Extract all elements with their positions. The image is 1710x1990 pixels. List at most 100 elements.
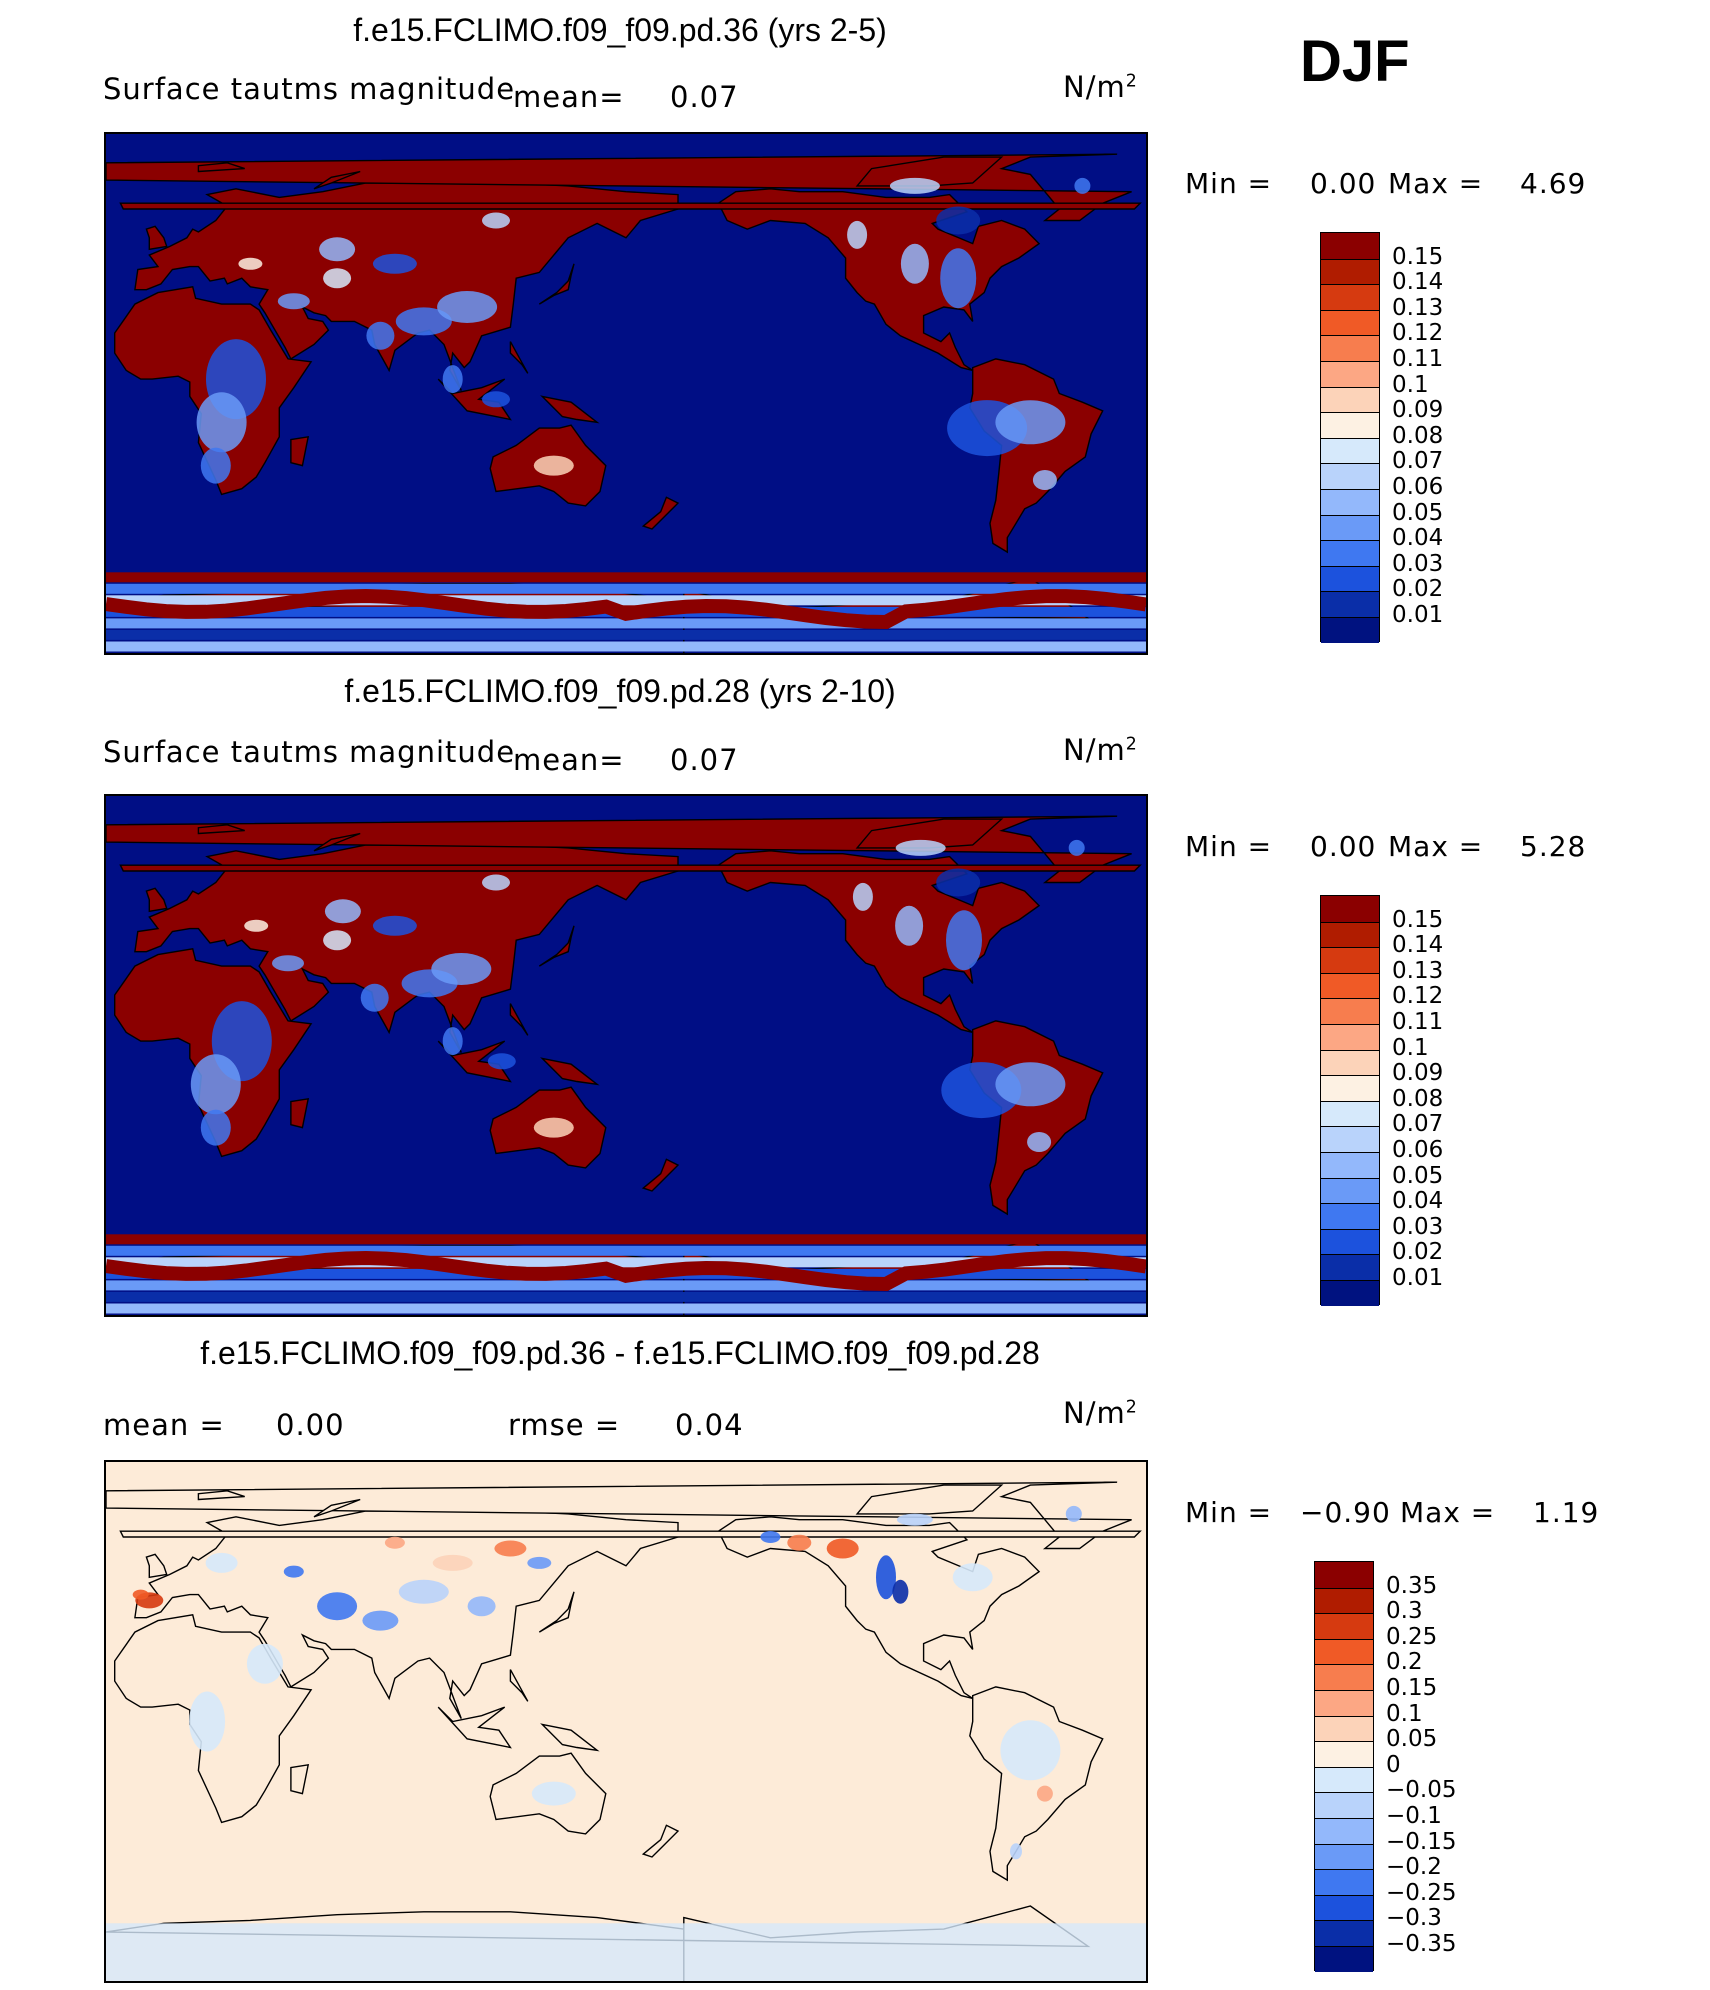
field-patch (896, 1513, 933, 1526)
colorbar-tick-label: 0.1 (1392, 1034, 1429, 1061)
colorbar-tick-label: 0.01 (1392, 602, 1444, 628)
landmass-samerica (969, 1686, 1104, 1882)
panel-3-rmse-label: rmse = (508, 1408, 621, 1442)
field-patch (395, 307, 452, 336)
antarctic-band (106, 1280, 1146, 1291)
colorbar-swatch (1321, 1049, 1379, 1076)
colorbar-tick-label: 0.11 (1392, 346, 1444, 372)
colorbar-tick-label: −0.2 (1386, 1854, 1442, 1881)
field-patch (531, 1781, 576, 1806)
field-patch (1036, 1785, 1053, 1802)
field-patch (1068, 839, 1085, 856)
colorbar-tick-label: 0.3 (1386, 1598, 1423, 1625)
field-patch (437, 291, 498, 323)
colorbar-tick-label: 0.06 (1392, 474, 1444, 500)
antarctic-band (106, 641, 1146, 652)
colorbar-swatch (1315, 1664, 1373, 1690)
colorbar-tick-label: −0.35 (1386, 1931, 1457, 1957)
field-patch (323, 930, 352, 951)
landmass-uk (145, 1553, 168, 1579)
panel-2-map-canvas (106, 796, 1146, 1315)
panel-2-max-label: Max = (1388, 830, 1484, 863)
colorbar-tick-label: −0.05 (1386, 1777, 1457, 1804)
colorbar-swatch (1321, 412, 1379, 438)
panel-3-units: N/m2 (1063, 1396, 1138, 1430)
landmass-japan (538, 263, 575, 305)
field-patch (431, 953, 492, 985)
panel-3-map-canvas (106, 1462, 1146, 1981)
panel-2-max-value: 5.28 (1520, 830, 1587, 863)
panel-2-min-value: 0.00 (1310, 830, 1377, 863)
colorbar-tick-label: 0.13 (1392, 957, 1444, 984)
field-patch (946, 910, 982, 971)
panel-3-map (104, 1460, 1148, 1983)
colorbar-tick-label: 0.04 (1392, 1188, 1444, 1215)
panel-1-field-label: Surface tautms magnitude (103, 72, 516, 106)
landmass-iceland (119, 202, 1142, 210)
landmass-iceland (119, 864, 1142, 872)
field-patch (1065, 1505, 1082, 1522)
colorbar-tick-label: 0.14 (1392, 932, 1444, 959)
panel-3-max-value: 1.19 (1533, 1496, 1600, 1529)
colorbar-swatch (1321, 1203, 1379, 1229)
panel-1-max-value: 4.69 (1520, 167, 1587, 200)
colorbar-tick-label: −0.1 (1386, 1803, 1442, 1829)
colorbar-swatch (1315, 1562, 1373, 1588)
colorbar-swatch (1321, 947, 1379, 973)
antarctic-band (106, 595, 1146, 606)
colorbar-swatch (1315, 1690, 1373, 1716)
antarctic-ridge (106, 588, 1146, 630)
field-patch (319, 237, 356, 262)
field-patch (895, 839, 946, 856)
colorbar-tick-label: 0.02 (1392, 1239, 1444, 1266)
landmass-novaya (313, 170, 361, 190)
colorbar-tick-label: 0.09 (1392, 1060, 1444, 1087)
colorbar-tick-label: 0.05 (1392, 1162, 1444, 1189)
panel-2-map (104, 794, 1148, 1317)
colorbar-tick-label: 0 (1386, 1751, 1401, 1778)
panel-2-units: N/m2 (1063, 733, 1138, 767)
field-patch (940, 248, 977, 309)
panel-1-title: f.e15.FCLIMO.f09_f09.pd.36 (yrs 2-5) (353, 12, 887, 48)
panel-1-max-label: Max = (1388, 167, 1484, 200)
field-patch (487, 1053, 516, 1070)
colorbar-tick-label: 0.13 (1392, 294, 1444, 321)
landmass-madagascar (290, 435, 310, 467)
field-patch (372, 253, 417, 274)
colorbar-swatch (1321, 591, 1379, 617)
colorbar-tick-label: −0.25 (1386, 1879, 1457, 1906)
colorbar-tick-label: 0.05 (1386, 1726, 1438, 1753)
field-patch (952, 1563, 993, 1592)
field-patch (205, 1552, 238, 1573)
field-patch (246, 1643, 283, 1684)
landmass-uk (145, 225, 168, 251)
colorbar-tick-label: 0.1 (1386, 1700, 1423, 1727)
field-patch (895, 905, 924, 946)
colorbar-tick-label: −0.15 (1386, 1828, 1457, 1855)
panel-1-min-label: Min = (1185, 167, 1273, 200)
field-patch (936, 868, 981, 897)
colorbar-tick-label: 0.25 (1386, 1623, 1438, 1650)
panel-3-min-value: −0.90 (1300, 1496, 1391, 1529)
field-patch (889, 177, 940, 194)
field-patch (190, 1054, 241, 1115)
landmass-eurasia (134, 167, 679, 391)
field-patch (238, 257, 263, 270)
field-patch (1000, 1720, 1061, 1781)
antarctic-band (106, 1291, 1146, 1302)
colorbar-swatch (1321, 565, 1379, 592)
colorbar-tick-label: 0.08 (1392, 1085, 1444, 1112)
antarctic-band (106, 618, 1146, 629)
colorbar-swatch (1321, 998, 1379, 1024)
colorbar-swatch (1321, 489, 1379, 515)
field-patch (1027, 1132, 1052, 1152)
landmass-indonesia (437, 1706, 512, 1749)
colorbar-tick-label: 0.09 (1392, 397, 1444, 424)
colorbar-swatch (1321, 514, 1379, 541)
field-patch (1032, 470, 1057, 490)
landmass-newguinea (540, 1723, 600, 1752)
field-patch (323, 268, 352, 289)
panel-2-mean-label: mean= (513, 743, 625, 777)
field-patch (467, 1596, 496, 1617)
colorbar-tick-label: 0.04 (1392, 525, 1444, 552)
